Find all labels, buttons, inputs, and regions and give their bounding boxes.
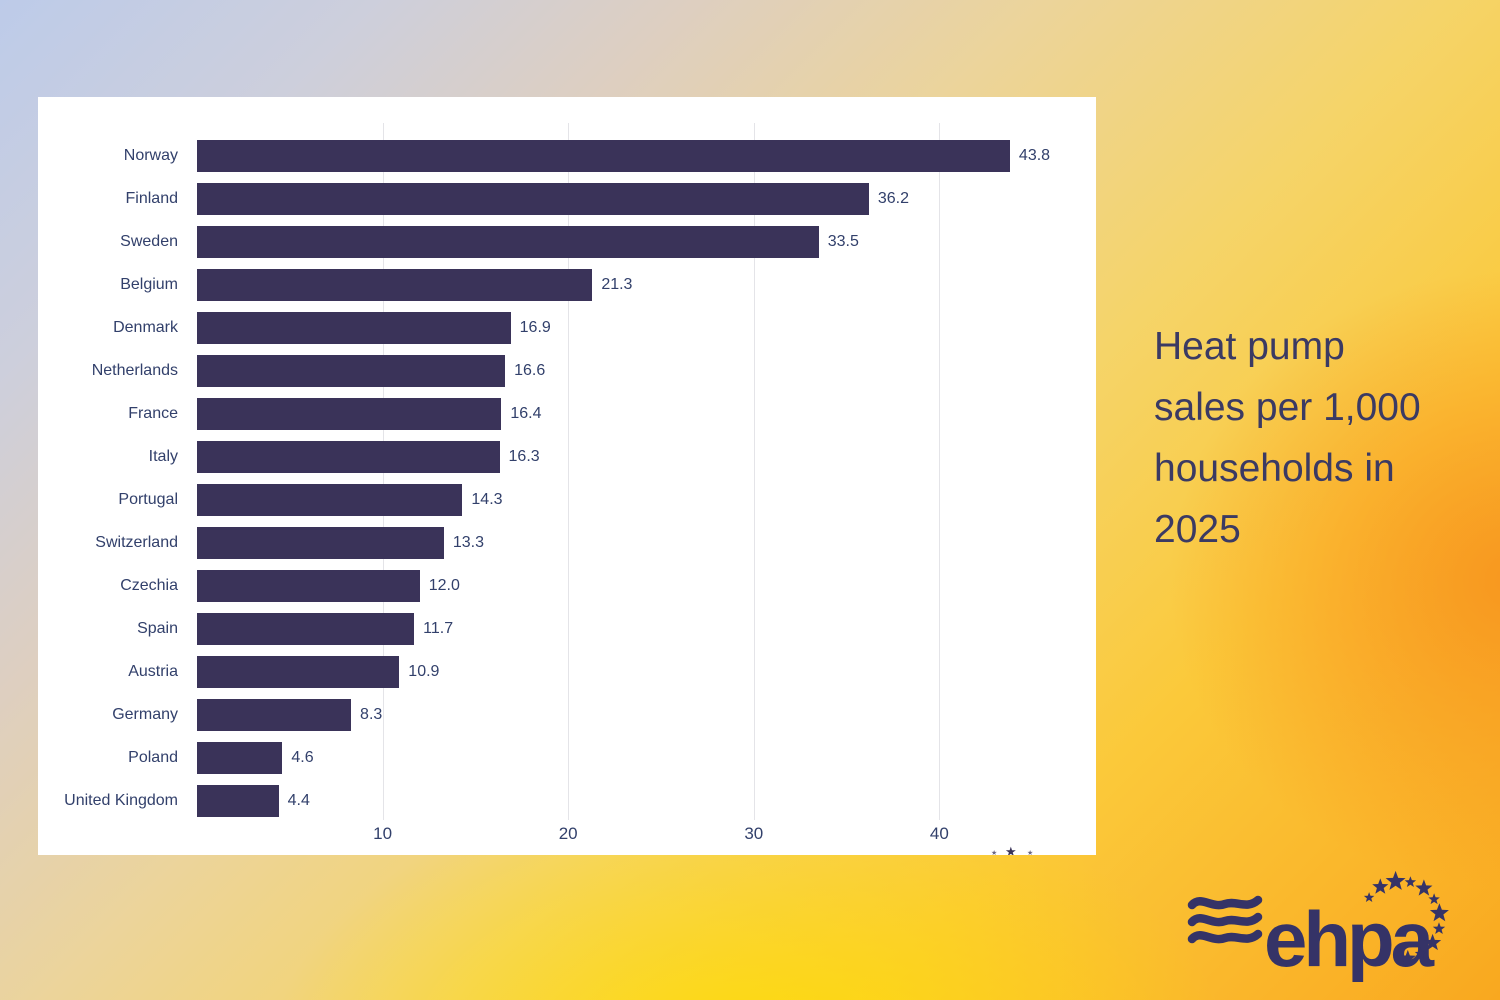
bar-row: Norway 43.8 (38, 134, 1096, 177)
bar-row: Italy 16.3 (38, 435, 1096, 478)
eu-star-circle-icon (1363, 870, 1449, 966)
country-label: Denmark (113, 318, 178, 336)
bar-value-label: 43.8 (1018, 146, 1051, 164)
bar-value-label: 21.3 (601, 275, 633, 293)
star-icon (1428, 893, 1440, 905)
star-icon (1414, 947, 1427, 959)
country-label: France (128, 404, 178, 422)
bar (197, 483, 463, 516)
x-tick-label: 10 (373, 824, 393, 843)
bar (197, 268, 593, 301)
star-icon (1363, 892, 1375, 903)
chart-panel: Norway 43.8 Finland 36.2 Sweden 33.5 Belgium 21… (38, 97, 1096, 855)
gridline (568, 123, 570, 820)
bar (197, 225, 819, 258)
bar (197, 440, 500, 473)
bar (197, 354, 506, 387)
bar (197, 569, 420, 602)
star-icon (1372, 878, 1389, 894)
country-label: Belgium (120, 275, 178, 293)
star-icon (1385, 870, 1406, 890)
star-icon (1424, 933, 1442, 951)
country-label: Czechia (120, 576, 178, 594)
star-icon (1415, 879, 1433, 896)
bar-row: Finland 36.2 (38, 177, 1096, 220)
bar (197, 784, 279, 817)
star-icon (1429, 903, 1449, 922)
country-label: Finland (125, 189, 178, 207)
ehpa-wordmark: ehpa (1264, 895, 1435, 983)
chart-title-line: 2025 (1154, 508, 1241, 551)
country-label: Germany (112, 705, 178, 723)
bar-row: Portugal 14.3 (38, 478, 1096, 521)
bar (197, 698, 352, 731)
bar (197, 311, 511, 344)
bar (197, 741, 283, 774)
star-icon: ★ (991, 850, 998, 855)
bar-value-label: 16.9 (519, 318, 551, 336)
country-label: Netherlands (91, 361, 178, 379)
bar-row: Sweden 33.5 (38, 220, 1096, 263)
bar-value-label: 33.5 (827, 232, 859, 250)
bar (197, 139, 1010, 172)
chart-title-line: households in (1154, 447, 1395, 490)
bar-value-label: 36.2 (877, 189, 909, 207)
bar-value-label: 16.4 (510, 404, 542, 422)
bar-row: Poland 4.6 (38, 736, 1096, 779)
clipped-star-artifact: ★ ★ ★ (990, 845, 1036, 855)
star-icon (1432, 922, 1446, 935)
bar (197, 612, 415, 645)
star-icon (1404, 876, 1417, 888)
bar-value-label: 14.3 (471, 490, 503, 508)
bar (197, 526, 444, 559)
bar-value-label: 10.9 (408, 662, 440, 680)
x-tick-label: 20 (558, 824, 578, 843)
bar-row: Netherlands 16.6 (38, 349, 1096, 392)
bar-value-label: 4.4 (287, 791, 310, 809)
bar-row: United Kingdom 4.4 (38, 779, 1096, 822)
bar (197, 655, 400, 688)
country-label: Italy (148, 447, 178, 465)
bar-row: Czechia 12.0 (38, 564, 1096, 607)
bar-value-label: 12.0 (428, 576, 460, 594)
waves-icon (1187, 895, 1263, 944)
bar-value-label: 11.7 (423, 619, 454, 637)
star-icon: ★ (1005, 845, 1017, 855)
bar-value-label: 13.3 (452, 533, 484, 551)
bar (197, 397, 502, 430)
star-icon: ★ (1027, 850, 1034, 855)
bar-row: Switzerland 13.3 (38, 521, 1096, 564)
bar-row: Germany 8.3 (38, 693, 1096, 736)
bar-row: Austria 10.9 (38, 650, 1096, 693)
country-label: United Kingdom (64, 791, 178, 809)
x-tick-label: 40 (929, 824, 949, 843)
country-label: Norway (123, 146, 178, 164)
country-label: Austria (128, 662, 178, 680)
ehpa-logo: ehpa (1186, 860, 1458, 988)
country-label: Poland (128, 748, 178, 766)
chart-title-line: Heat pump (1154, 325, 1345, 368)
bar-value-label: 16.6 (514, 361, 546, 379)
chart-title: Heat pump sales per 1,000 households in … (1154, 316, 1484, 560)
country-label: Sweden (120, 232, 178, 250)
chart-title-line: sales per 1,000 (1154, 386, 1421, 429)
bar-rows: Norway 43.8 Finland 36.2 Sweden 33.5 Belgium 21… (38, 134, 1096, 822)
country-label: Spain (137, 619, 178, 637)
star-icon (1399, 949, 1416, 966)
bar-row: Spain 11.7 (38, 607, 1096, 650)
country-label: Portugal (118, 490, 178, 508)
gridline (939, 123, 941, 820)
bar-value-label: 8.3 (360, 705, 383, 723)
bar-value-label: 16.3 (508, 447, 540, 465)
country-label: Switzerland (95, 533, 178, 551)
bar-row: France 16.4 (38, 392, 1096, 435)
bar-row: Belgium 21.3 (38, 263, 1096, 306)
bar (197, 182, 869, 215)
gridline (753, 123, 755, 820)
bar-value-label: 4.6 (291, 748, 314, 766)
bar-row: Denmark 16.9 (38, 306, 1096, 349)
x-tick-label: 30 (744, 824, 764, 843)
